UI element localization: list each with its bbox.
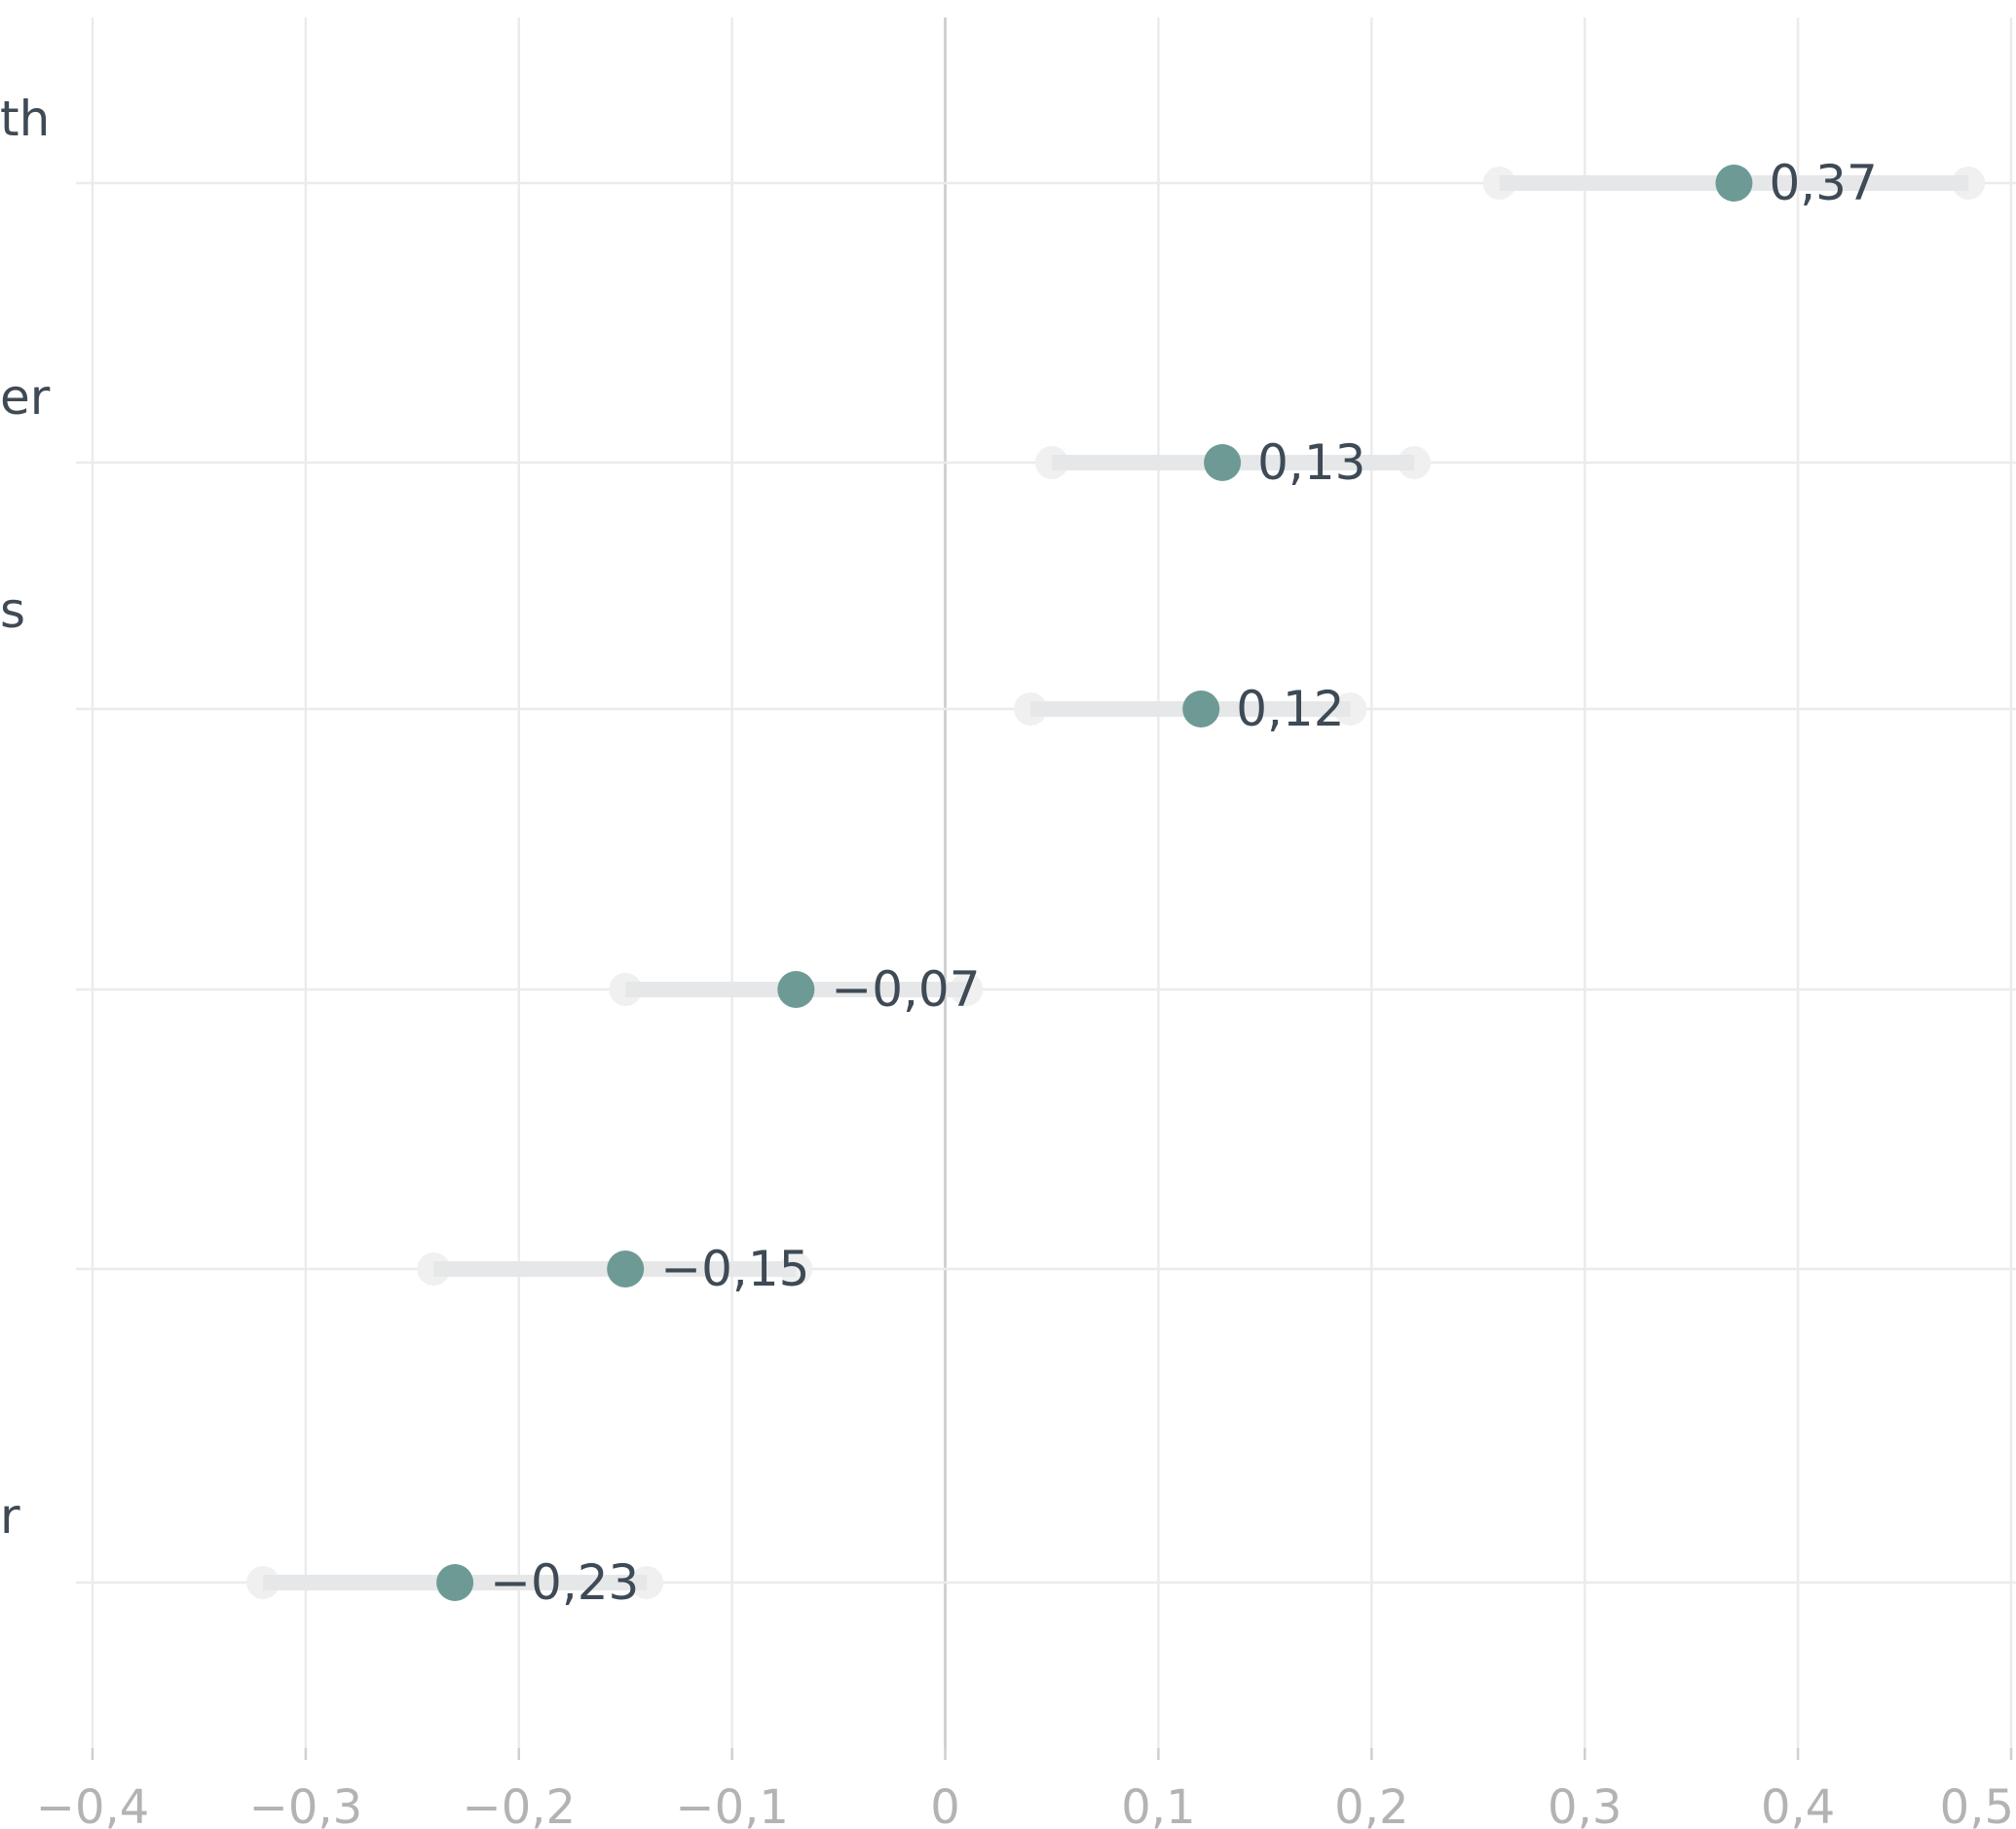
x-tick-label: −0,3	[249, 1780, 363, 1829]
grid-layer	[91, 18, 2013, 1748]
category-label: r	[0, 1488, 20, 1545]
category-label: s	[0, 582, 25, 639]
x-tick-label: 0,4	[1761, 1780, 1835, 1829]
data-point	[436, 1564, 474, 1601]
value-label: −0,07	[831, 961, 980, 1018]
mark-layer: 0,37 0,13 0,12 −0,07 −0,15 −0,23	[246, 155, 1986, 1611]
data-point	[1182, 691, 1220, 728]
x-tick-label: 0	[930, 1780, 960, 1829]
category-label: er	[0, 369, 51, 426]
data-point	[607, 1250, 645, 1288]
x-tick-label: −0,1	[675, 1780, 789, 1829]
data-point	[1715, 165, 1753, 202]
x-axis: −0,4 −0,3 −0,2 −0,1 0 0,1 0,2 0,3 0,4 0,5	[36, 1748, 2014, 1829]
x-tick-label: 0,3	[1548, 1780, 1622, 1829]
row-layer: th er s r	[0, 91, 2016, 1585]
x-tick-label: 0,2	[1334, 1780, 1408, 1829]
value-label: 0,37	[1769, 155, 1877, 211]
x-tick-label: 0,1	[1121, 1780, 1195, 1829]
data-point	[777, 971, 815, 1008]
value-label: −0,15	[660, 1241, 809, 1297]
x-tick-label: −0,2	[462, 1780, 576, 1829]
category-label: th	[0, 91, 50, 147]
value-label: 0,12	[1236, 681, 1344, 737]
x-tick-label: 0,5	[1940, 1780, 2014, 1829]
value-label: 0,13	[1257, 434, 1365, 491]
data-point	[1204, 444, 1242, 481]
x-tick-label: −0,4	[36, 1780, 150, 1829]
value-label: −0,23	[490, 1554, 639, 1611]
